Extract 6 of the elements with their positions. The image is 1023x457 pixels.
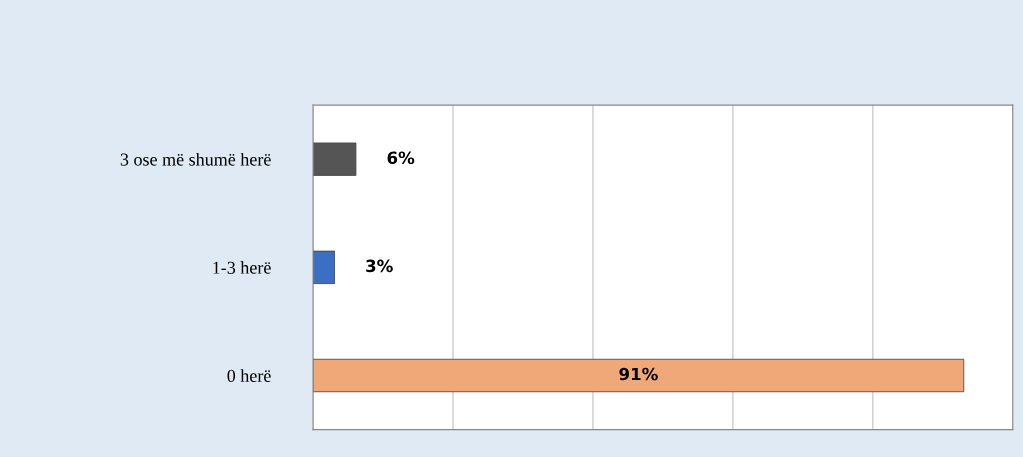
y-tick-label: 1-3 herë xyxy=(213,261,271,274)
data-label: 6% xyxy=(387,151,415,165)
y-tick-label: 3 ose më shumë herë xyxy=(120,152,271,166)
data-label: 3% xyxy=(366,259,393,273)
y-tick-label: 0 herë xyxy=(227,369,271,382)
data-label: 91% xyxy=(619,367,658,381)
